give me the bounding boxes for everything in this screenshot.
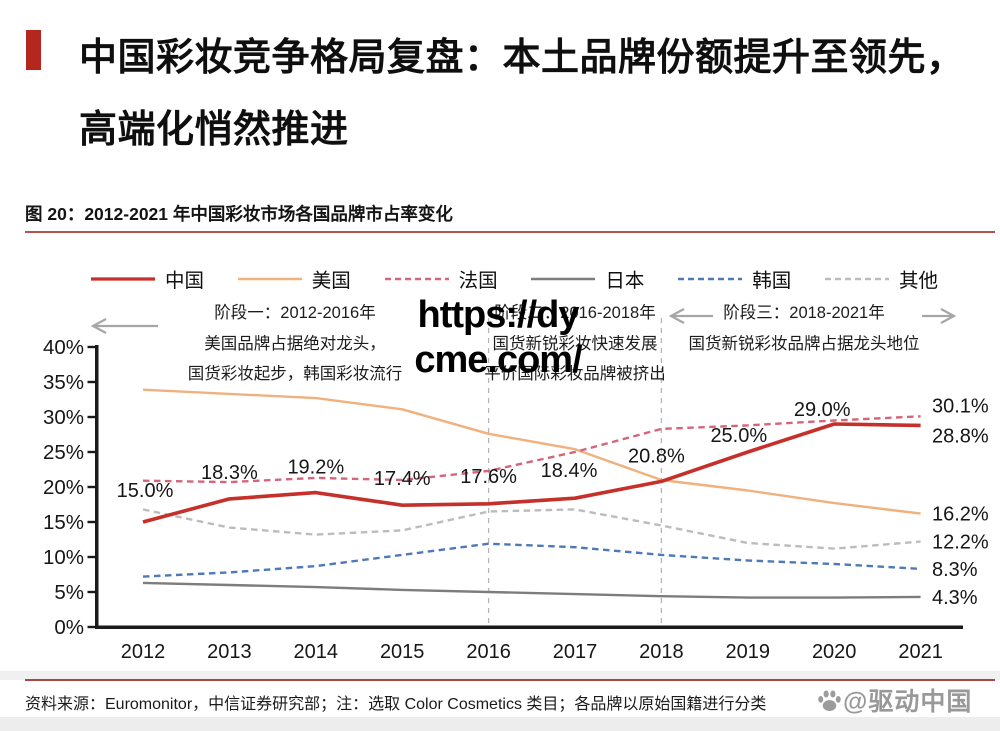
y-tick: [87, 555, 95, 559]
stage-2-line1: 国货新锐彩妆快速发展: [492, 334, 658, 353]
title-accent-bar: [26, 30, 41, 70]
footer-divider: [25, 679, 995, 681]
caption-divider: [25, 231, 995, 233]
series-line-japan: [142, 581, 921, 599]
stage-annotation-2: 阶段二：2016-2018年 国货新锐彩妆快速发展 平价国际彩妆品牌被挤出: [430, 298, 720, 390]
stage-2-line2: 平价国际彩妆品牌被挤出: [484, 365, 666, 383]
legend-swatch-china: [91, 276, 155, 281]
end-label-korea: 8.3%: [932, 559, 978, 581]
stage-annotation-3: 阶段三：2018-2021年 国货新锐彩妆品牌占据龙头地位: [648, 298, 960, 359]
y-tick: [87, 450, 95, 454]
china-point-label: 18.3%: [201, 462, 258, 484]
series-line-china: [142, 422, 921, 524]
figure-caption: 图 20：2012-2021 年中国彩妆市场各国品牌市占率变化: [25, 204, 453, 224]
legend-item-other: 其他: [824, 264, 938, 293]
y-tick: [87, 590, 95, 594]
legend-label-other: 其他: [898, 270, 938, 292]
stage-1-line1: 美国品牌占据绝对龙头，: [204, 334, 386, 353]
y-tick: [87, 520, 95, 524]
end-label-other: 12.2%: [932, 532, 989, 554]
background-strip-bottom: [0, 717, 1000, 731]
chart-legend: 中国 美国 法国 日本 韩国 其他: [90, 264, 938, 293]
series-line-usa: [142, 388, 921, 515]
page-title-line1: 中国彩妆竞争格局复盘：本土品牌份额提升至领先，: [79, 37, 965, 79]
x-tick-label: 2014: [294, 641, 339, 663]
corner-watermark-text: @驱动中国: [843, 688, 973, 716]
page-title-line2: 高端化悄然推进: [79, 109, 349, 151]
y-tick-label: 0%: [54, 616, 84, 639]
legend-item-usa: 美国: [237, 264, 351, 293]
stage-1-line2: 国货彩妆起步，韩国彩妆流行: [187, 365, 403, 383]
x-tick-label: 2015: [380, 641, 425, 663]
stage-1-title: 阶段一：2012-2016年: [214, 304, 376, 322]
china-point-label: 19.2%: [287, 457, 344, 479]
china-point-label: 29.0%: [794, 399, 851, 421]
legend-item-france: 法国: [384, 264, 498, 293]
x-tick-label: 2017: [553, 641, 598, 663]
legend-item-japan: 日本: [530, 264, 644, 293]
y-tick: [87, 415, 95, 419]
x-tick-label: 2021: [898, 641, 943, 663]
y-tick-label: 30%: [43, 406, 84, 429]
background-strip-top: [0, 671, 1000, 680]
end-label-china: 28.8%: [932, 425, 989, 447]
y-tick-label: 35%: [43, 371, 84, 394]
legend-label-japan: 日本: [605, 270, 645, 292]
paw-icon: [818, 689, 841, 711]
y-tick: [87, 380, 95, 384]
stage-3-title: 阶段三：2018-2021年: [723, 304, 885, 322]
end-label-usa: 16.2%: [932, 504, 989, 526]
legend-swatch-france: [384, 277, 449, 280]
legend-swatch-other: [824, 277, 889, 280]
y-tick: [87, 345, 95, 349]
x-axis: [95, 625, 963, 629]
stage-arrow-left-outer: [90, 318, 158, 334]
y-axis: [95, 345, 99, 629]
stage-3-line1: 国货新锐彩妆品牌占据龙头地位: [688, 334, 920, 353]
center-watermark: https://dy cme.com/: [398, 293, 598, 383]
end-label-japan: 4.3%: [932, 587, 978, 609]
china-point-label: 15.0%: [117, 480, 174, 502]
legend-swatch-usa: [237, 277, 302, 280]
y-tick: [87, 485, 95, 489]
y-tick-label: 5%: [54, 581, 84, 604]
china-point-label: 17.4%: [374, 468, 431, 490]
x-tick-label: 2018: [639, 641, 684, 663]
x-tick-label: 2020: [812, 641, 857, 663]
y-tick-label: 20%: [43, 476, 84, 499]
china-point-label: 25.0%: [710, 425, 767, 447]
legend-label-china: 中国: [165, 270, 205, 292]
series-line-france: [142, 415, 921, 484]
x-tick-label: 2012: [121, 641, 166, 663]
center-watermark-line2: cme.com/: [414, 339, 582, 381]
end-label-france: 30.1%: [932, 395, 989, 417]
stage-2-title: 阶段二：2016-2018年: [494, 304, 656, 322]
x-tick-label: 2013: [207, 641, 252, 663]
y-tick-label: 10%: [43, 546, 84, 569]
x-tick-label: 2016: [466, 641, 511, 663]
legend-swatch-korea: [678, 277, 743, 280]
x-tick-label: 2019: [726, 641, 771, 663]
series-line-other: [142, 508, 921, 550]
stage-annotation-1: 阶段一：2012-2016年 美国品牌占据绝对龙头， 国货彩妆起步，韩国彩妆流行: [150, 298, 440, 390]
source-note: 资料来源：Euromonitor，中信证券研究部；注：选取 Color Cosm…: [25, 696, 767, 713]
china-point-label: 18.4%: [541, 460, 598, 482]
y-tick-label: 40%: [43, 336, 84, 359]
china-point-label: 17.6%: [460, 466, 517, 488]
y-tick-label: 25%: [43, 441, 84, 464]
legend-item-korea: 韩国: [677, 264, 791, 293]
legend-label-korea: 韩国: [752, 270, 792, 292]
legend-swatch-japan: [531, 277, 596, 280]
legend-label-usa: 美国: [311, 270, 351, 292]
y-tick: [87, 625, 95, 629]
y-tick-label: 15%: [43, 511, 84, 534]
center-watermark-line1: https://dy: [417, 294, 580, 336]
series-line-korea: [142, 542, 921, 578]
legend-item-china: 中国: [90, 264, 204, 293]
corner-watermark: @驱动中国: [816, 682, 972, 718]
china-point-label: 20.8%: [628, 445, 685, 467]
legend-label-france: 法国: [458, 270, 498, 292]
